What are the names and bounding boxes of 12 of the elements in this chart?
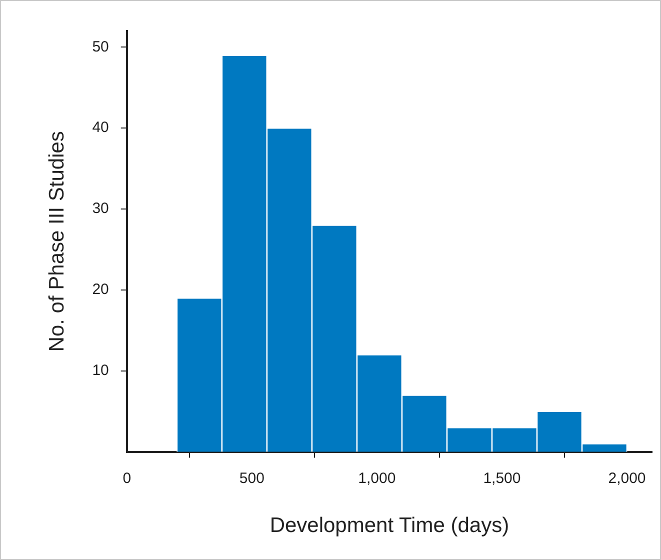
x-tick-label: 500 xyxy=(239,470,264,487)
x-tick-label: 0 xyxy=(122,470,132,487)
y-tick-label: 50 xyxy=(92,38,109,56)
y-tick-label: 10 xyxy=(92,362,109,380)
x-tick-label: 2,000 xyxy=(608,470,646,487)
y-axis-title: No. of Phase III Studies xyxy=(45,131,68,352)
y-tick-label: 40 xyxy=(92,119,109,136)
x-tick-label: 1,000 xyxy=(358,470,396,487)
y-tick-label: 20 xyxy=(92,281,109,298)
x-tick-label: 1,500 xyxy=(483,470,521,487)
x-axis-title: Development Time (days) xyxy=(270,514,510,538)
y-tick-label: 30 xyxy=(92,200,109,218)
